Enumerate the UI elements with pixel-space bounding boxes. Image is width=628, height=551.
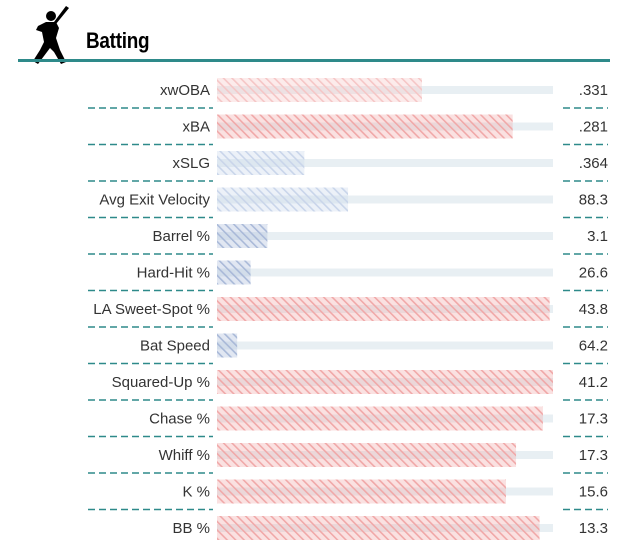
section-header: Batting (0, 0, 628, 64)
percentile-bar (217, 78, 422, 102)
percentile-bar (217, 333, 238, 358)
bar-track (217, 268, 553, 277)
percentile-bar (217, 406, 543, 431)
percentile-bar (217, 297, 550, 321)
value-label: 15.6 (579, 484, 608, 501)
value-label: .364 (579, 155, 608, 172)
category-label: xwOBA (160, 82, 210, 99)
percentile-bar (217, 370, 553, 394)
category-label: Barrel % (152, 228, 210, 245)
value-label: 17.3 (579, 447, 608, 464)
category-label: Avg Exit Velocity (99, 192, 210, 209)
value-label: 41.2 (579, 374, 608, 391)
category-label: Hard-Hit % (137, 265, 210, 282)
category-label: LA Sweet-Spot % (93, 301, 210, 318)
value-label: 17.3 (579, 411, 608, 428)
percentile-bar (217, 260, 251, 285)
value-label: 88.3 (579, 192, 608, 209)
value-label: 26.6 (579, 265, 608, 282)
bar-track (217, 195, 553, 204)
category-label: Bat Speed (140, 338, 210, 355)
category-label: BB % (172, 520, 210, 537)
percentile-bar (217, 151, 305, 175)
batter-silhouette-icon (33, 6, 69, 64)
category-label: xSLG (172, 155, 210, 172)
percentile-bar (217, 516, 540, 540)
bar-track (217, 341, 553, 350)
category-label: Whiff % (159, 447, 210, 464)
section-title: Batting (86, 28, 150, 53)
category-label: xBA (182, 119, 210, 136)
percentile-bar (217, 443, 517, 467)
category-label: Chase % (149, 411, 210, 428)
value-label: 3.1 (587, 228, 608, 245)
percentile-bar (217, 114, 513, 139)
value-label: .281 (579, 119, 608, 136)
percentile-bar (217, 187, 349, 212)
value-label: .331 (579, 82, 608, 99)
bar-track (217, 232, 553, 240)
category-label: K % (182, 484, 210, 501)
percentile-bar (217, 224, 268, 248)
percentile-bar (217, 479, 506, 504)
value-label: 43.8 (579, 301, 608, 318)
title-divider (18, 59, 610, 62)
bar-track (217, 159, 553, 167)
value-label: 64.2 (579, 338, 608, 355)
value-label: 13.3 (579, 520, 608, 537)
category-label: Squared-Up % (112, 374, 210, 391)
